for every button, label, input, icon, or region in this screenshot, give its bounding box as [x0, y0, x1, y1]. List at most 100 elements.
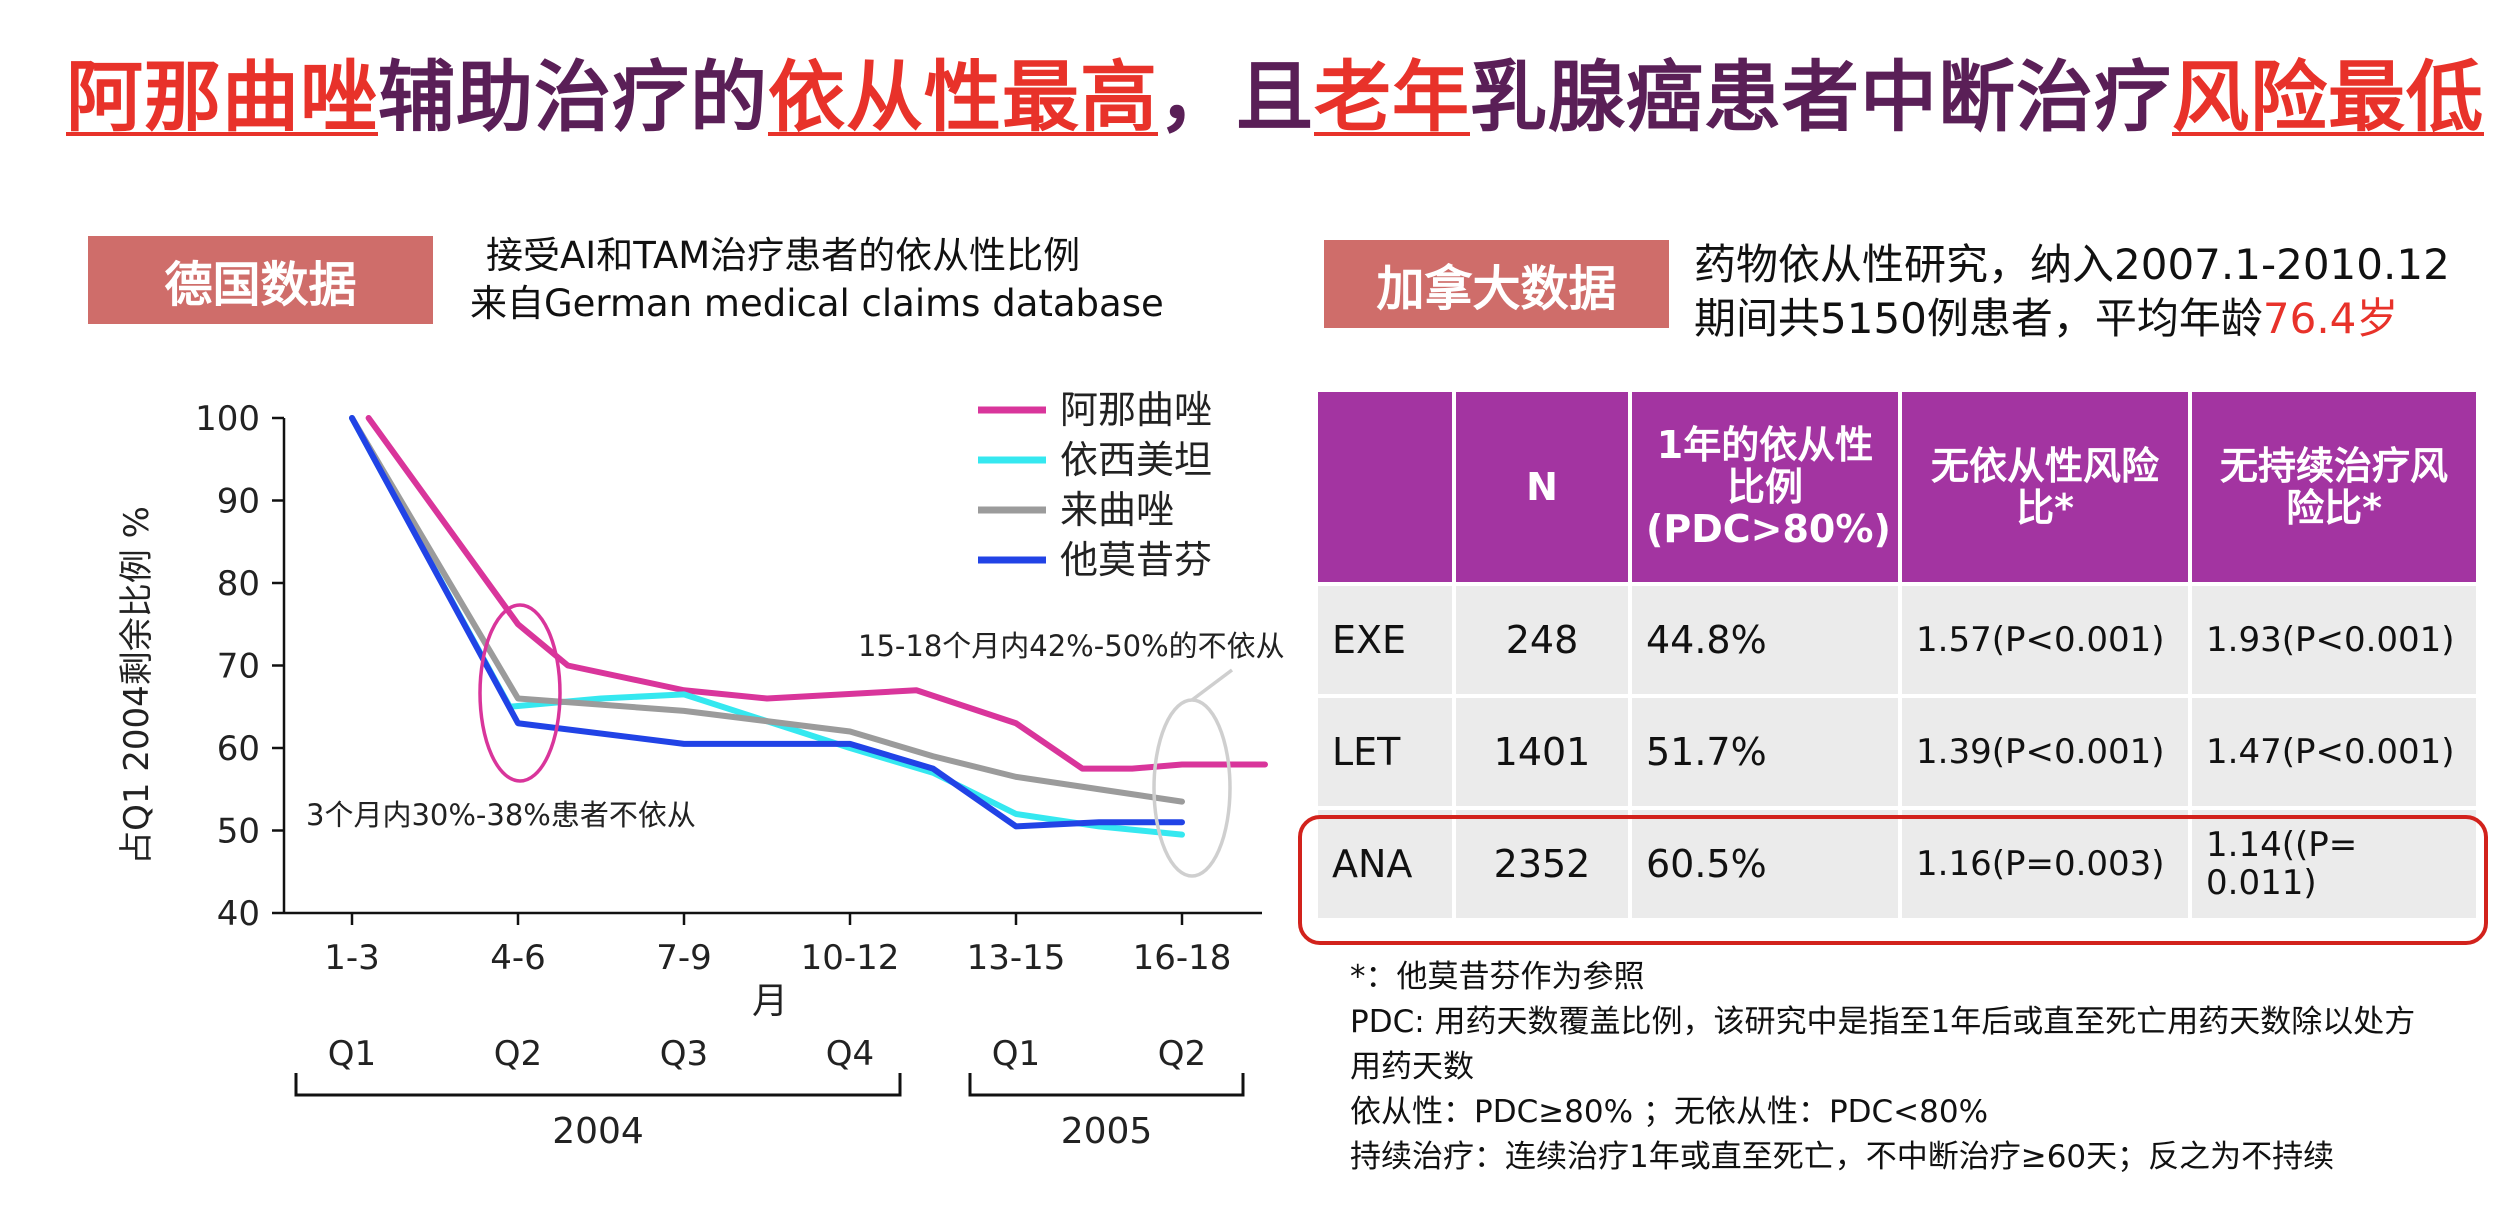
table-row: LET 1401 51.7% 1.39(P<0.001) 1.47(P<0.00… — [1314, 694, 2480, 810]
row-exe-rate: 44.8% — [1628, 582, 1902, 698]
row-exe-n: 248 — [1452, 582, 1632, 698]
footnote-3: 用药天数 — [1350, 1049, 1474, 1085]
germany-subtitle: 接受AI和TAM治疗患者的依从性比例 来自German medical clai… — [470, 232, 1190, 328]
y-tick-label: 60 — [217, 729, 260, 769]
x-tick-label: 16-18 — [1133, 938, 1232, 978]
title-part-5: 老年 — [1314, 54, 1470, 143]
year-2004-bracket — [294, 1073, 902, 1097]
canada-desc-line2: 期间共5150例患者，平均年龄76.4岁 — [1694, 292, 2474, 346]
canada-badge: 加拿大数据 — [1324, 240, 1669, 328]
title-part-6: 乳腺癌患者中断治疗 — [1470, 54, 2172, 143]
title-part-3: 依从性最高 — [768, 54, 1158, 143]
table-header-row: N 1年的依从性 比例 (PDC>80%) 无依从性风险 比* 无持续治疗风 险… — [1314, 388, 2480, 586]
series-line-3 — [349, 415, 1185, 830]
row-let-drug: LET — [1314, 694, 1456, 810]
row-ana-hr2-line2: 0.011) — [2206, 863, 2317, 903]
row-let-hr1: 1.39(P<0.001) — [1898, 694, 2192, 810]
legend-label-3: 他莫昔芬 — [1060, 538, 1212, 582]
row-ana-hr2: 1.14((P= 0.011) — [2188, 806, 2480, 922]
header-c3-line2: 比例 — [1726, 465, 1803, 509]
row-ana-hr2-line1: 1.14((P= — [2206, 825, 2358, 865]
quarter-label: Q2 — [1158, 1034, 1206, 1074]
footnote-5: 持续治疗：连续治疗1年或直至死亡，不中断治疗≥60天；反之为不持续 — [1350, 1139, 2335, 1175]
row-exe-hr1: 1.57(P<0.001) — [1898, 582, 2192, 698]
y-tick-label: 80 — [217, 564, 260, 604]
chart-annotations: 3个月内30%-38%患者不依从 15-18个月内42%-50%的不依从 — [306, 603, 1285, 878]
annotation-right: 15-18个月内42%-50%的不依从 — [858, 629, 1285, 663]
y-tick-label: 70 — [217, 647, 260, 687]
y-tick-label: 50 — [217, 812, 260, 852]
legend-label-2: 来曲唑 — [1060, 488, 1174, 532]
right-highlight-ellipse — [1152, 698, 1232, 878]
header-nonadherence-hr: 无依从性风险 比* — [1898, 388, 2192, 586]
footnote-1: *：他莫昔芬作为参照 — [1350, 959, 1645, 995]
germany-subtitle-line2: 来自German medical claims database — [470, 282, 1164, 325]
legend-label-1: 依西美坦 — [1060, 438, 1212, 482]
x-tick-label: 7-9 — [656, 938, 712, 978]
series-line-2 — [349, 415, 1185, 805]
ana-highlight-box — [1298, 815, 2488, 945]
row-exe-hr2: 1.93(P<0.001) — [2188, 582, 2480, 698]
quarter-label: Q1 — [992, 1034, 1040, 1074]
series-line-0 — [365, 415, 1268, 772]
header-c4-line1: 无依从性风险 — [1930, 444, 2159, 488]
row-let-n: 1401 — [1452, 694, 1632, 810]
y-tick-label: 90 — [217, 482, 260, 522]
annotation-left: 3个月内30%-38%患者不依从 — [306, 798, 696, 832]
chart-axes: 40 50 60 70 80 90 100 1-3 4-6 7-9 10-12 13-15 16-18 月… — [117, 399, 1262, 1152]
row-let-rate: 51.7% — [1628, 694, 1902, 810]
header-c4-line2: 比* — [2016, 486, 2074, 530]
row-ana-drug: ANA — [1314, 806, 1456, 922]
year-2005-bracket — [968, 1073, 1245, 1097]
y-axis-label: 占Q1 2004剩余比例 % — [117, 506, 157, 865]
quarter-label: Q2 — [494, 1034, 542, 1074]
title-part-1: 阿那曲唑 — [66, 54, 378, 143]
right-callout-line — [1190, 668, 1234, 702]
header-drug — [1314, 388, 1456, 586]
quarter-label: Q1 — [328, 1034, 376, 1074]
row-exe-drug: EXE — [1314, 582, 1456, 698]
header-nonpersistence-hr: 无持续治疗风 险比* — [2188, 388, 2480, 586]
row-let-hr2: 1.47(P<0.001) — [2188, 694, 2480, 810]
mean-age: 76.4岁 — [2262, 294, 2399, 343]
row-ana-n: 2352 — [1452, 806, 1632, 922]
footnote-2: PDC: 用药天数覆盖比例，该研究中是指至1年后或直至死亡用药天数除以处方 — [1350, 1004, 2416, 1040]
germany-subtitle-line1: 接受AI和TAM治疗患者的依从性比例 — [486, 234, 1081, 277]
adherence-table: N 1年的依从性 比例 (PDC>80%) 无依从性风险 比* 无持续治疗风 险… — [1314, 388, 2480, 922]
legend-label-0: 阿那曲唑 — [1060, 388, 1212, 432]
title-part-2: 辅助治疗的 — [378, 54, 768, 143]
row-ana-rate: 60.5% — [1628, 806, 1902, 922]
header-adherence-rate: 1年的依从性 比例 (PDC>80%) — [1628, 388, 1902, 586]
quarter-label: Q4 — [826, 1034, 874, 1074]
canada-desc-line1: 药物依从性研究，纳入2007.1-2010.12 — [1694, 240, 2450, 289]
germany-badge: 德国数据 — [88, 236, 433, 324]
header-c5-line2: 险比* — [2286, 486, 2382, 530]
canada-description: 药物依从性研究，纳入2007.1-2010.12 期间共5150例患者，平均年龄… — [1694, 238, 2474, 346]
page-title: 阿那曲唑辅助治疗的依从性最高，且老年乳腺癌患者中断治疗风险最低 — [66, 44, 2483, 154]
title-part-7: 风险最低 — [2172, 54, 2484, 143]
footnote-4: 依从性：PDC≥80% ；无依从性：PDC<80% — [1350, 1094, 1989, 1130]
year-2004-label: 2004 — [552, 1111, 644, 1152]
y-tick-label: 40 — [217, 894, 260, 934]
year-2005-label: 2005 — [1061, 1111, 1153, 1152]
row-ana-hr1: 1.16(P=0.003) — [1898, 806, 2192, 922]
y-tick-label: 100 — [195, 399, 260, 439]
quarter-label: Q3 — [660, 1034, 708, 1074]
x-tick-label: 1-3 — [324, 938, 380, 978]
x-tick-label: 13-15 — [967, 938, 1066, 978]
x-axis-label: 月 — [752, 981, 788, 1022]
header-c3-line3: (PDC>80%) — [1646, 507, 1891, 551]
adherence-line-chart: 40 50 60 70 80 90 100 1-3 4-6 7-9 10-12 13-15 16-18 月… — [117, 388, 1285, 1152]
chart-series — [349, 415, 1268, 838]
table-row: ANA 2352 60.5% 1.16(P=0.003) 1.14((P= 0.… — [1314, 806, 2480, 922]
table-row: EXE 248 44.8% 1.57(P<0.001) 1.93(P<0.001… — [1314, 582, 2480, 698]
header-c5-line1: 无持续治疗风 — [2219, 444, 2448, 488]
header-n: N — [1452, 388, 1632, 586]
x-tick-label: 4-6 — [490, 938, 546, 978]
x-tick-label: 10-12 — [801, 938, 900, 978]
title-part-4: ，且 — [1158, 54, 1314, 143]
header-c3-line1: 1年的依从性 — [1656, 423, 1874, 467]
footnotes: *：他莫昔芬作为参照 PDC: 用药天数覆盖比例，该研究中是指至1年后或直至死亡… — [1350, 955, 2470, 1180]
left-highlight-ellipse — [478, 603, 562, 783]
